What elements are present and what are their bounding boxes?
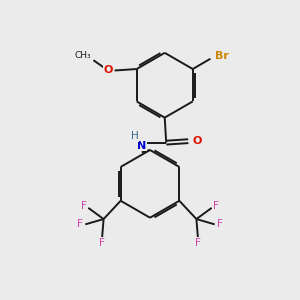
Text: O: O bbox=[192, 136, 202, 146]
Text: F: F bbox=[77, 219, 83, 229]
Text: CH₃: CH₃ bbox=[75, 51, 92, 60]
Text: F: F bbox=[217, 219, 223, 229]
Text: F: F bbox=[195, 238, 201, 248]
Text: N: N bbox=[137, 141, 146, 151]
Text: F: F bbox=[81, 200, 87, 211]
Text: F: F bbox=[213, 200, 219, 211]
Text: O: O bbox=[103, 65, 113, 76]
Text: H: H bbox=[131, 131, 139, 141]
Text: F: F bbox=[99, 238, 105, 248]
Text: Br: Br bbox=[215, 51, 229, 61]
